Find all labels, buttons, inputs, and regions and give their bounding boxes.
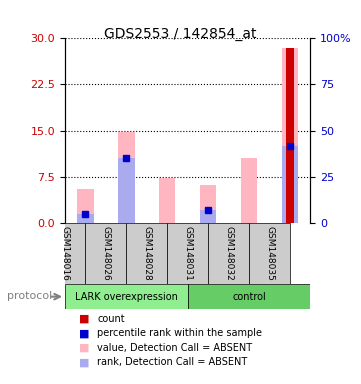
Text: GSM148028: GSM148028 <box>142 226 151 281</box>
Bar <box>208 223 249 284</box>
Text: count: count <box>97 314 125 324</box>
Bar <box>44 223 86 284</box>
Bar <box>286 48 294 223</box>
Text: GDS2553 / 142854_at: GDS2553 / 142854_at <box>104 27 257 41</box>
Bar <box>282 146 298 223</box>
Bar <box>118 132 135 223</box>
Bar <box>126 223 167 284</box>
Text: GSM148026: GSM148026 <box>101 226 110 281</box>
Text: GSM148016: GSM148016 <box>61 226 69 281</box>
Bar <box>77 214 93 223</box>
Text: ■: ■ <box>79 328 90 338</box>
Text: ■: ■ <box>79 314 90 324</box>
Bar <box>167 223 208 284</box>
Text: GSM148031: GSM148031 <box>183 226 192 281</box>
Text: rank, Detection Call = ABSENT: rank, Detection Call = ABSENT <box>97 358 248 367</box>
Bar <box>249 223 290 284</box>
Text: GSM148035: GSM148035 <box>265 226 274 281</box>
Text: GSM148032: GSM148032 <box>224 226 233 281</box>
Bar <box>86 223 126 284</box>
Text: LARK overexpression: LARK overexpression <box>75 291 178 302</box>
Bar <box>200 210 216 223</box>
Text: percentile rank within the sample: percentile rank within the sample <box>97 328 262 338</box>
Bar <box>77 189 93 223</box>
Text: control: control <box>232 291 266 302</box>
Text: ■: ■ <box>79 358 90 367</box>
Bar <box>200 185 216 223</box>
Bar <box>241 158 257 223</box>
Bar <box>118 158 135 223</box>
Bar <box>282 48 298 223</box>
Bar <box>159 179 175 223</box>
Text: value, Detection Call = ABSENT: value, Detection Call = ABSENT <box>97 343 253 353</box>
Text: protocol: protocol <box>7 291 52 301</box>
Bar <box>65 284 188 309</box>
Text: ■: ■ <box>79 343 90 353</box>
Bar <box>188 284 310 309</box>
